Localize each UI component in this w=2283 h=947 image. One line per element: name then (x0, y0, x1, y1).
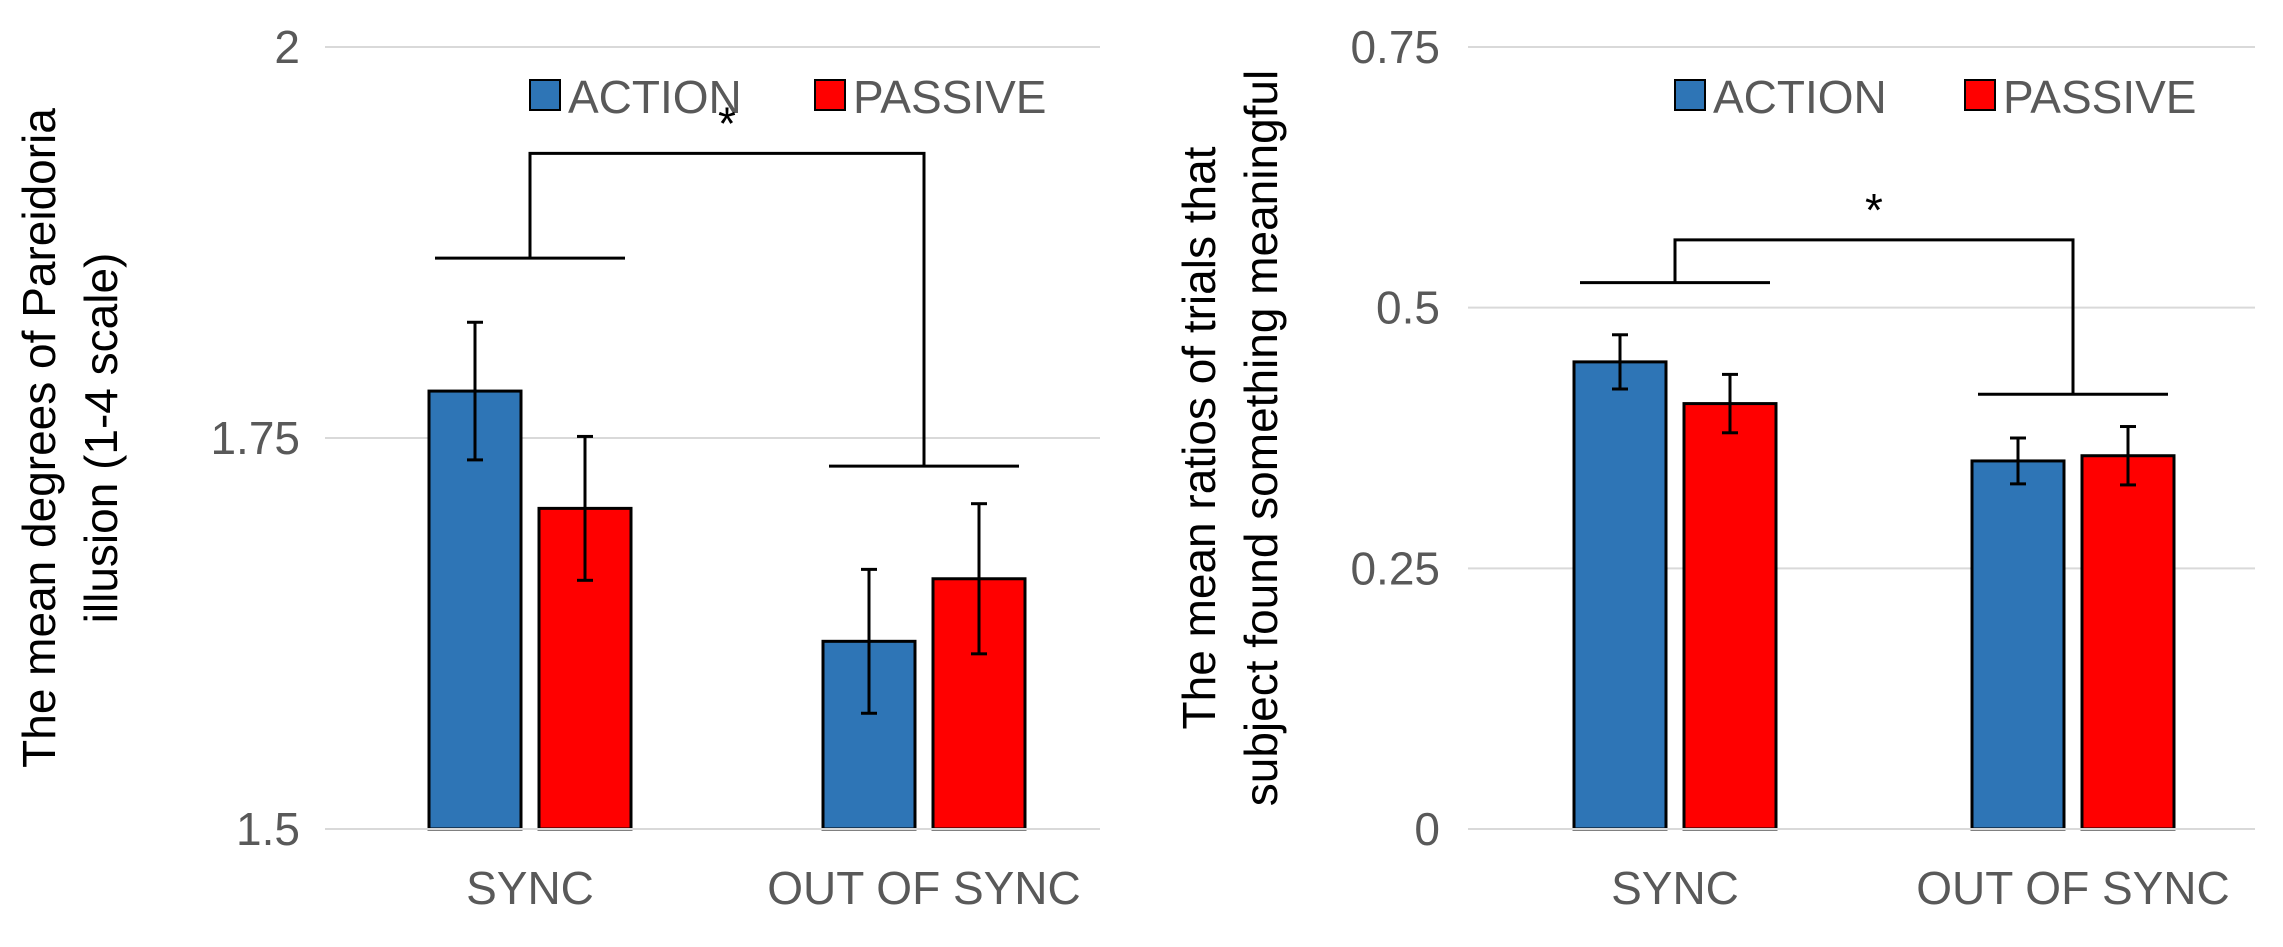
legend-label-passive: PASSIVE (853, 71, 1046, 123)
bar-action-sync (1572, 360, 1668, 831)
legend-label-action: ACTION (568, 71, 742, 123)
significance-star: * (718, 97, 736, 149)
legend-swatch-action (529, 79, 561, 111)
y-tick-label: 0.75 (1350, 21, 1440, 73)
y-axis-title: The mean degrees of Pareidoria illusion (… (13, 108, 127, 768)
chart-2: 0 0.25 0.5 0.75 The mean ratios of trials th… (1173, 21, 2255, 914)
legend-swatch-passive (1964, 79, 1996, 111)
bar-passive-out-of-sync (2080, 454, 2176, 831)
x-category-label: OUT OF SYNC (1916, 862, 2230, 914)
legend-label-passive: PASSIVE (2003, 71, 2196, 123)
bracket-connector (1673, 238, 2075, 395)
x-category-label: OUT OF SYNC (767, 862, 1081, 914)
y-axis-title-line: illusion (1-4 scale) (75, 253, 127, 624)
y-tick-label: 1.75 (210, 412, 300, 464)
y-axis-title-line: The mean ratios of trials that (1173, 146, 1225, 729)
bar-action-out-of-sync (1970, 459, 2066, 831)
legend-label-action: ACTION (1713, 71, 1887, 123)
x-category-label: SYNC (1611, 862, 1739, 914)
x-category-label: SYNC (466, 862, 594, 914)
y-tick-label: 0.5 (1376, 282, 1440, 334)
significance-star: * (1865, 184, 1883, 236)
legend-swatch-action (1674, 79, 1706, 111)
y-axis-title-line: The mean degrees of Pareidoria (13, 108, 65, 768)
y-axis-title: The mean ratios of trials that subject fo… (1173, 70, 1287, 806)
significance-bracket: * (1580, 184, 2168, 396)
y-tick-label: 0 (1414, 803, 1440, 855)
y-axis-title-line: subject found something meaningful (1235, 70, 1287, 806)
bar-action-sync (427, 389, 523, 831)
y-tick-label: 1.5 (236, 803, 300, 855)
bar-passive-sync (1682, 402, 1778, 831)
chart-1: 1.5 1.75 2 The mean degrees of Pareidoria il… (13, 21, 1100, 914)
significance-bracket: * (435, 97, 1019, 468)
legend-swatch-passive (814, 79, 846, 111)
y-tick-label: 2 (274, 21, 300, 73)
bracket-connector (528, 151, 926, 467)
y-tick-label: 0.25 (1350, 542, 1440, 594)
